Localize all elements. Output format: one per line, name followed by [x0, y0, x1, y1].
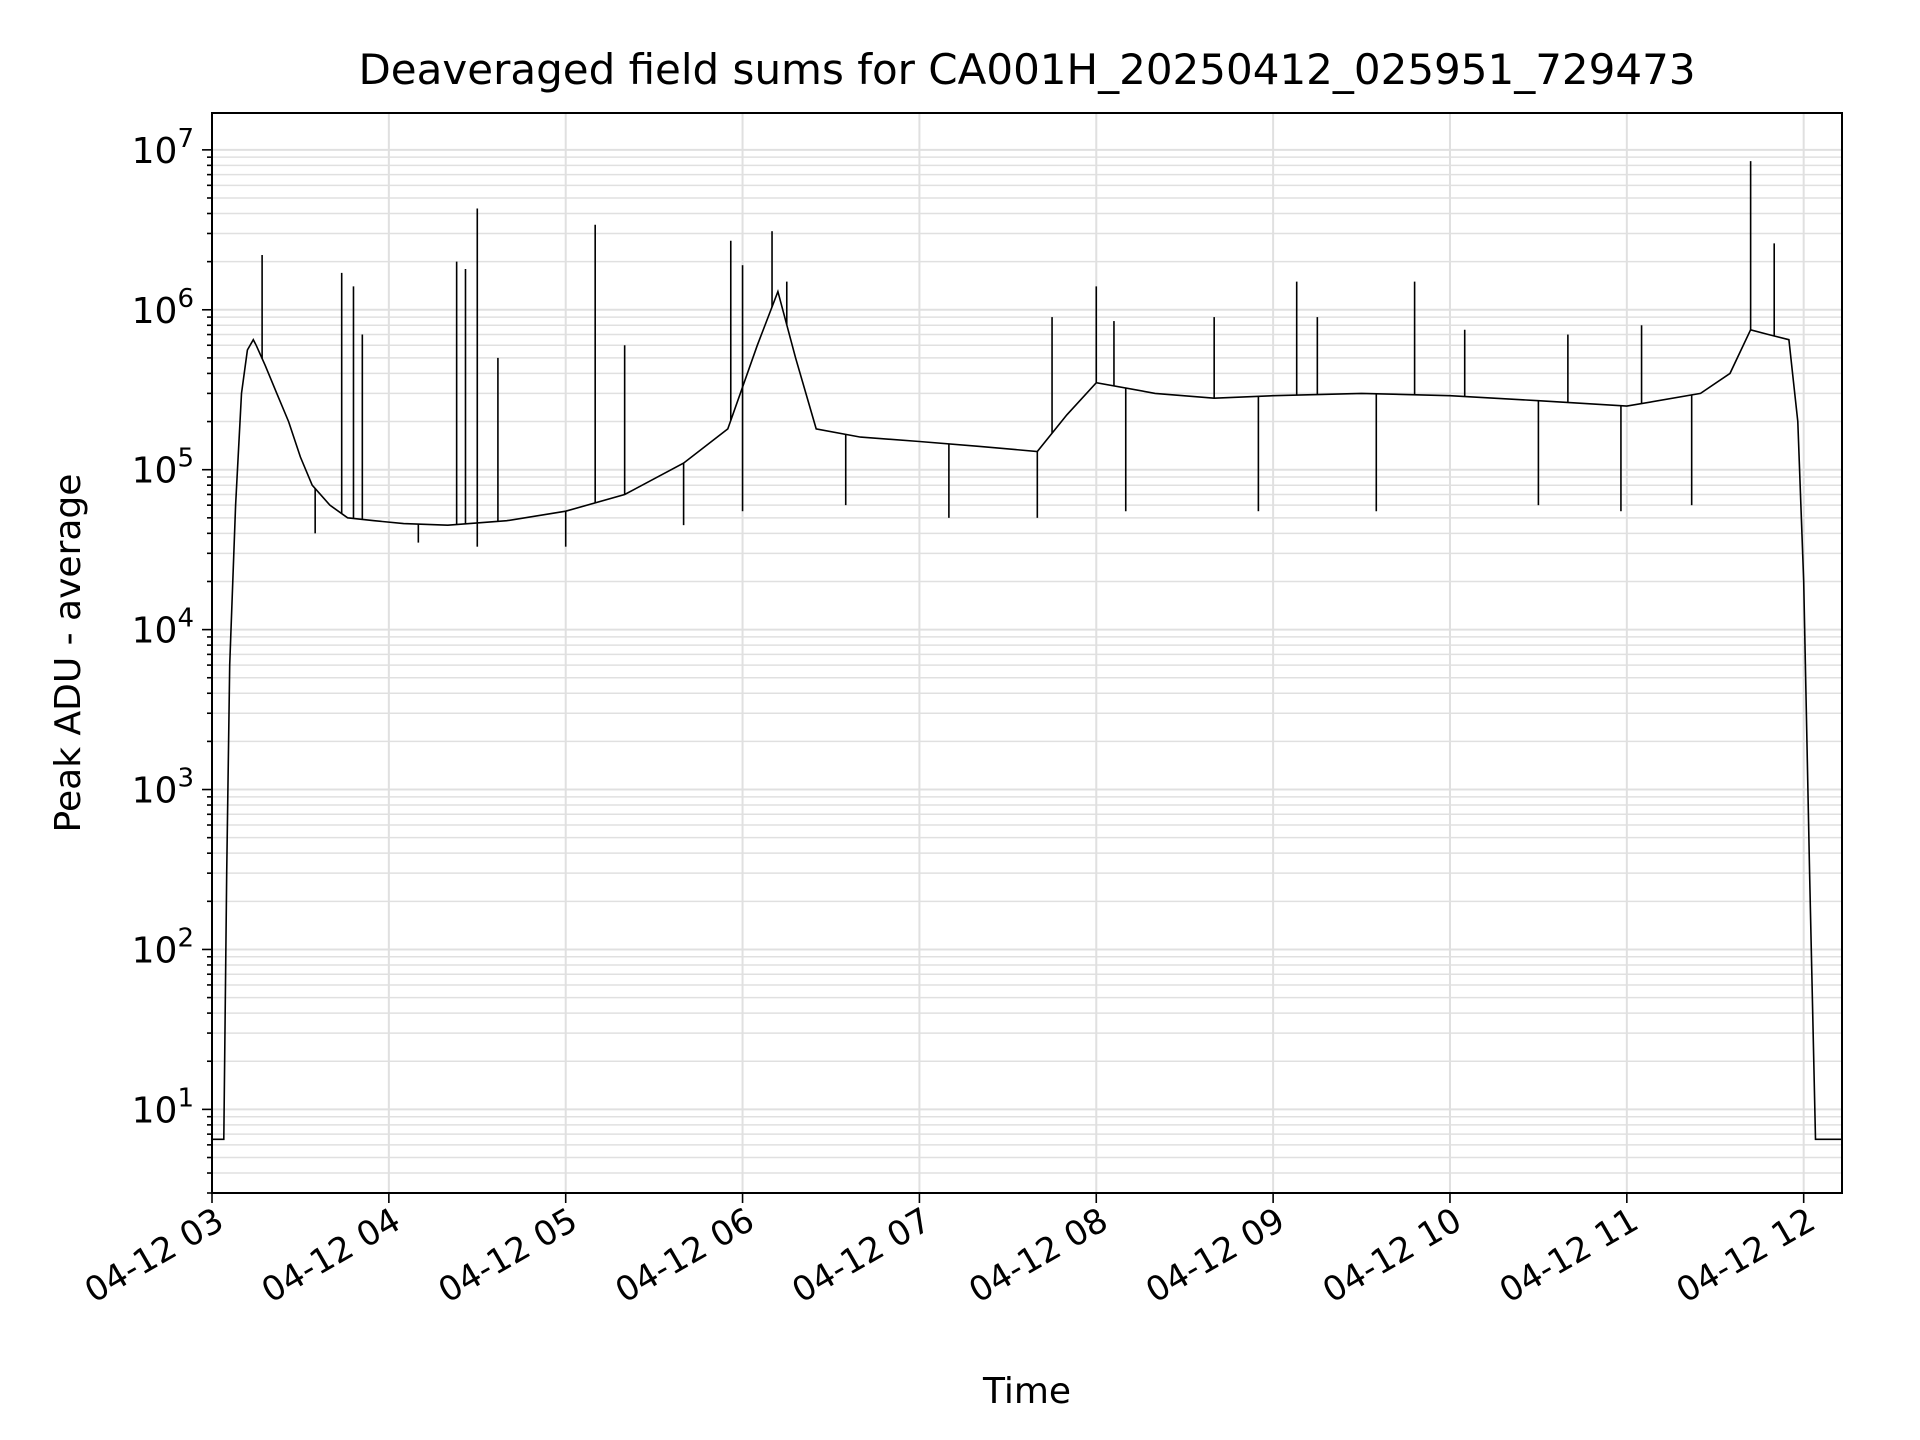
y-tick-label: 107: [132, 124, 194, 172]
plot-frame: [211, 112, 1843, 1194]
y-axis: 101 102 103 104 105 106 107: [132, 124, 212, 1194]
series-line: [212, 289, 1842, 1141]
y-tick-label: 106: [132, 284, 194, 332]
y-tick-label: 105: [132, 444, 194, 492]
chart-title: Deaveraged field sums for CA001H_2025041…: [358, 45, 1695, 94]
y-tick-label: 103: [132, 764, 194, 812]
y-tick-label: 102: [132, 923, 194, 971]
y-tick-label: 101: [132, 1083, 194, 1131]
x-axis-label: Time: [982, 1371, 1071, 1412]
grid: [211, 113, 1842, 1194]
data-series-group: [212, 161, 1842, 1141]
y-tick-label: 104: [132, 604, 194, 652]
y-axis-label: Peak ADU - average: [48, 474, 89, 833]
